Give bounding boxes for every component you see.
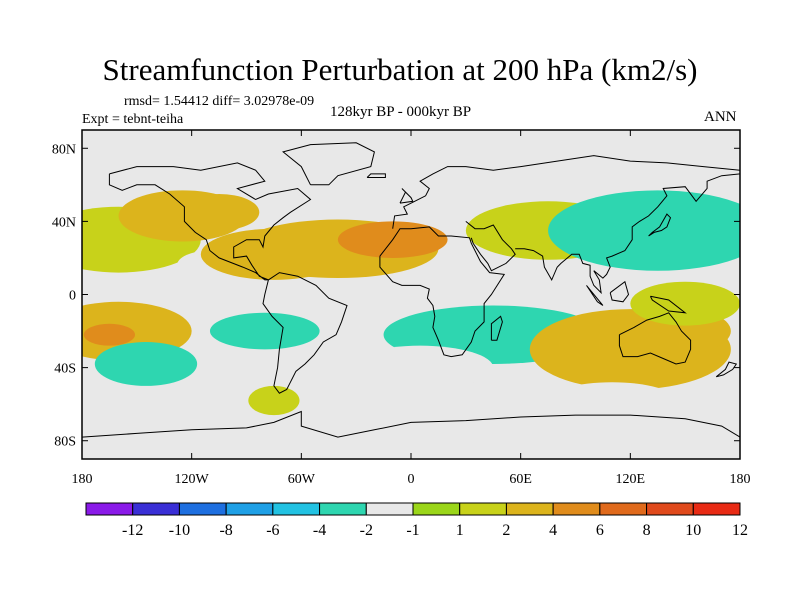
anomaly-region <box>248 385 300 416</box>
colorbar-swatch <box>459 502 507 516</box>
colorbar-swatch <box>365 502 414 516</box>
colorbar-label: 6 <box>596 522 604 539</box>
colorbar-label: 2 <box>502 522 510 539</box>
colorbar-swatch <box>552 502 601 516</box>
y-axis: 80N 40N 0 40S 80S <box>52 142 740 450</box>
chart-title: Streamfunction Perturbation at 200 hPa (… <box>102 52 698 87</box>
anomaly-region <box>83 323 136 346</box>
colorbar-label: -1 <box>406 522 419 539</box>
anomaly-region <box>209 312 320 350</box>
colorbar-swatch <box>85 502 134 516</box>
colorbar-label: 4 <box>549 522 557 539</box>
colorbar-swatch <box>505 502 554 516</box>
colorbar-swatch <box>225 502 274 516</box>
anomaly-region <box>548 382 677 419</box>
coastline <box>262 272 348 394</box>
colorbar-label: -10 <box>169 522 190 539</box>
coastline <box>715 361 738 378</box>
colorbar-swatch <box>599 502 648 516</box>
colorbar-swatch <box>178 502 227 516</box>
anomaly-region <box>630 281 740 326</box>
stats-text: rmsd= 1.54412 diff= 3.02978e-09 <box>124 94 315 109</box>
x-tick-label: 60E <box>509 472 532 487</box>
colorbar-label: -2 <box>360 522 373 539</box>
colorbar-label: -6 <box>266 522 279 539</box>
coastline <box>515 173 740 295</box>
y-tick-label: 80N <box>52 142 76 157</box>
coastline <box>108 162 312 281</box>
y-tick-label: 40N <box>52 215 76 230</box>
coastline <box>282 142 375 186</box>
coastlines <box>82 142 740 438</box>
colorbar-swatch <box>132 502 180 516</box>
colorbar-label: -12 <box>122 522 143 539</box>
colorbar-label: 1 <box>456 522 464 539</box>
coastline <box>399 188 414 204</box>
coastline <box>465 221 516 272</box>
x-tick-label: 0 <box>408 472 415 487</box>
y-tick-label: 0 <box>69 289 76 304</box>
coastline <box>379 226 506 358</box>
x-axis: 180 120W 60W 0 60E 120E 180 <box>72 130 751 487</box>
coastline <box>609 280 630 303</box>
coastline <box>618 312 692 365</box>
season-label: ANN <box>704 109 737 125</box>
experiment-label: Expt = tebnt-teiha <box>82 112 184 127</box>
coastline <box>490 315 503 341</box>
anomaly-region <box>401 151 567 189</box>
anomaly-region <box>178 193 260 231</box>
coastline <box>82 410 740 438</box>
anomaly-region <box>94 342 198 386</box>
anomaly-region <box>548 190 740 271</box>
colorbar: -12 -10 -8 -6 -4 -2 -1 1 2 4 6 8 10 12 <box>85 502 748 539</box>
x-tick-label: 60W <box>288 472 316 487</box>
colorbar-label: -4 <box>313 522 326 539</box>
colorbar-label: 8 <box>643 522 651 539</box>
x-tick-label: 180 <box>72 472 93 487</box>
anomaly-region <box>347 345 494 390</box>
colorbar-label: -8 <box>219 522 232 539</box>
y-tick-label: 80S <box>54 435 76 450</box>
colorbar-swatch <box>272 502 321 516</box>
coastline <box>648 213 672 237</box>
coastline <box>649 295 687 314</box>
coastline <box>392 155 740 229</box>
colorbar-swatch <box>646 502 694 516</box>
x-tick-label: 120E <box>616 472 646 487</box>
colorbar-swatch <box>692 502 741 516</box>
anomaly-fields <box>82 151 740 419</box>
colorbar-label: 12 <box>732 522 748 539</box>
colorbar-swatch <box>412 502 461 516</box>
period-label: 128kyr BP - 000kyr BP <box>330 104 472 120</box>
colorbar-swatch <box>319 502 367 516</box>
x-tick-label: 180 <box>730 472 751 487</box>
y-tick-label: 40S <box>54 362 76 377</box>
colorbar-label: 10 <box>685 522 701 539</box>
coastline <box>366 173 386 178</box>
x-tick-label: 120W <box>175 472 210 487</box>
coastline <box>586 285 604 306</box>
